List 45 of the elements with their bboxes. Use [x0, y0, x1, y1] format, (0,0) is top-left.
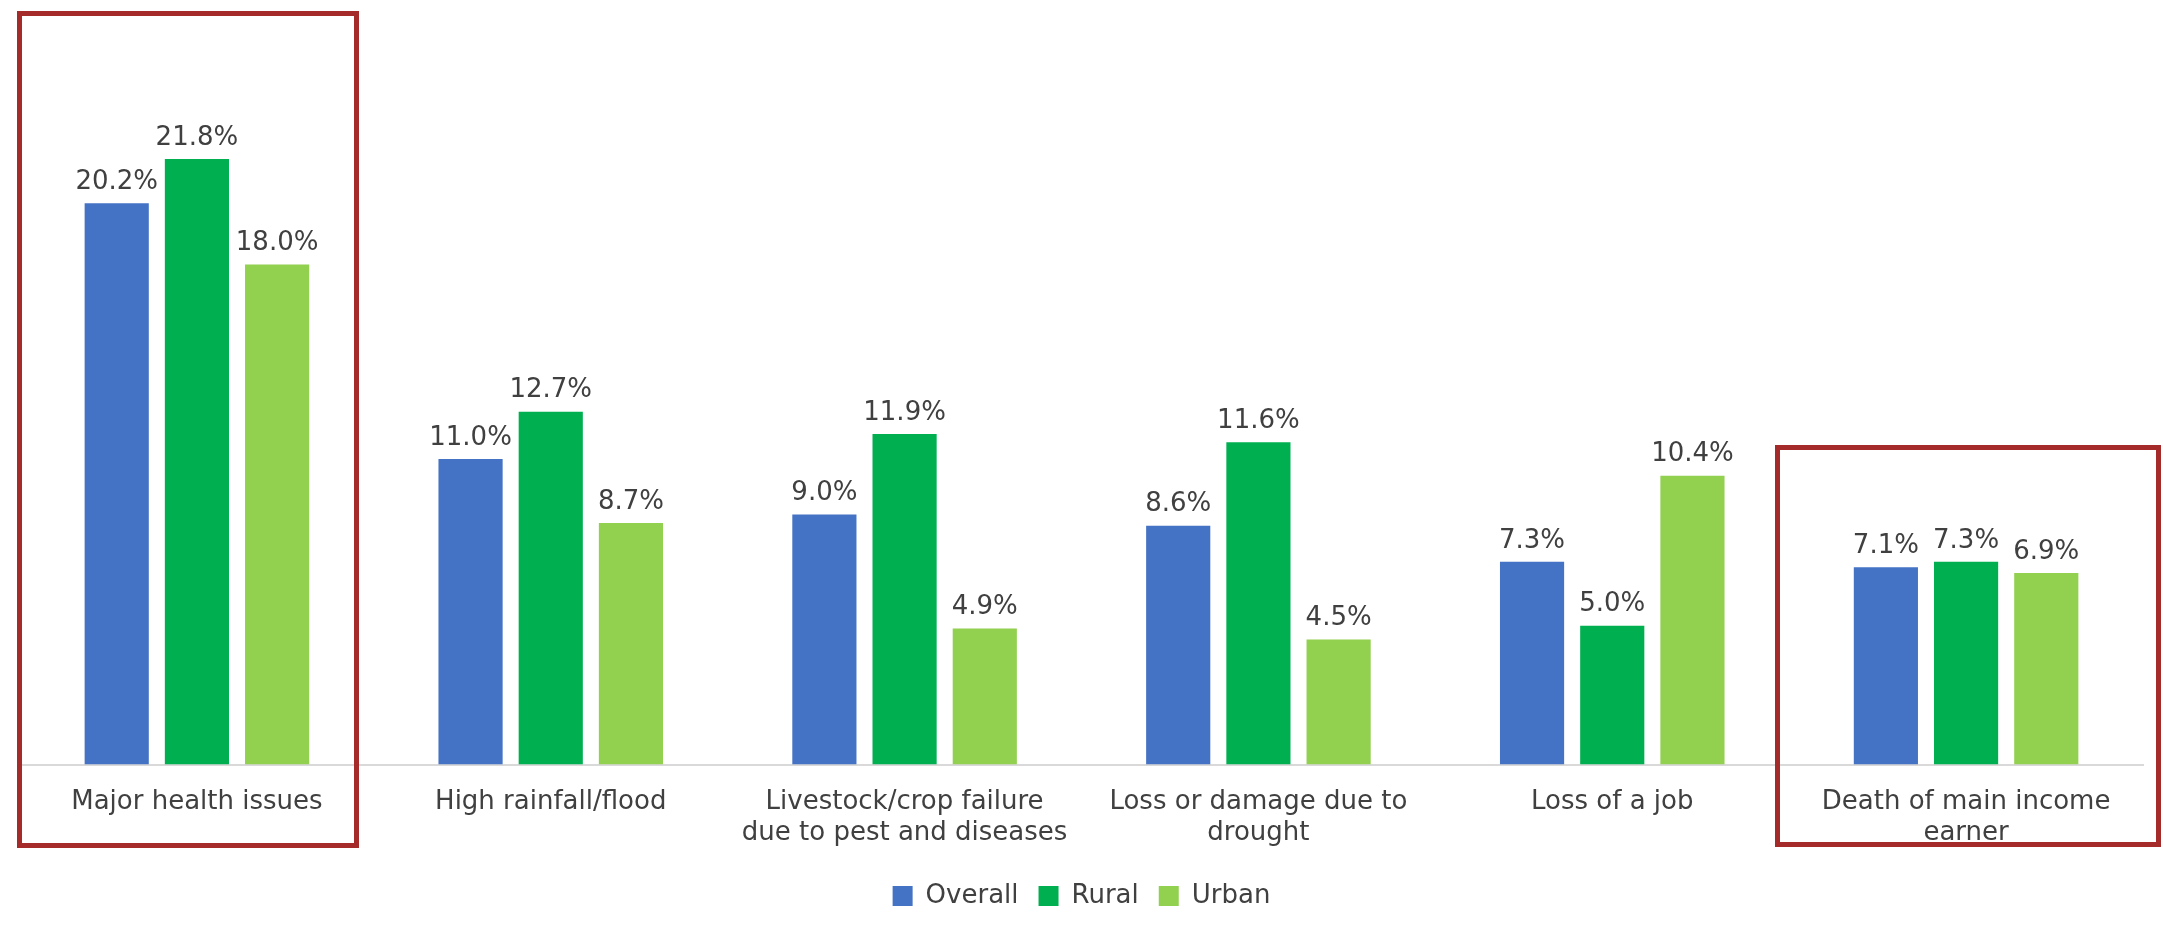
bar [245, 264, 310, 765]
bar [1306, 639, 1371, 765]
data-label: 12.7% [509, 373, 593, 404]
data-label: 18.0% [235, 226, 319, 257]
bar [518, 411, 583, 765]
bar [1146, 525, 1211, 765]
data-label: 10.4% [1651, 437, 1734, 468]
bar [1934, 561, 1999, 765]
data-label: 7.3% [1933, 523, 2000, 554]
data-label: 11.9% [863, 395, 946, 426]
bar [1580, 625, 1645, 765]
data-label: 20.2% [75, 165, 159, 196]
bar [952, 628, 1017, 765]
legend-label: Overall [925, 878, 1019, 909]
bar [1226, 442, 1291, 765]
data-label: 8.7% [597, 484, 664, 515]
bar [84, 203, 149, 765]
bar [1499, 561, 1565, 765]
data-label: 5.0% [1579, 587, 1646, 618]
data-label: 7.1% [1852, 529, 1919, 560]
data-label: 7.3% [1499, 523, 1566, 554]
legend-label: Rural [1071, 878, 1139, 909]
data-label: 6.9% [2013, 534, 2080, 565]
data-label: 8.6% [1145, 487, 1212, 518]
bar [2014, 572, 2079, 765]
bar [164, 158, 229, 765]
data-label: 11.0% [429, 420, 512, 451]
data-label: 4.9% [951, 590, 1018, 621]
x-tick-label: Livestock/crop failure due to pest and diseases [741, 784, 1068, 847]
bar [872, 433, 937, 765]
x-tick-label: Loss or damage due to drought [1109, 784, 1408, 847]
bar [438, 458, 503, 765]
legend-label: Urban [1191, 878, 1271, 909]
bar [598, 522, 664, 765]
data-label: 21.8% [155, 120, 239, 151]
bar [1660, 475, 1725, 765]
x-tick-label: High rainfall/flood [435, 784, 667, 815]
x-tick-label: Loss of a job [1531, 784, 1694, 815]
x-tick-label: Death of main income earner [1821, 784, 2111, 847]
data-label: 9.0% [791, 476, 858, 507]
data-label: 4.5% [1305, 601, 1372, 632]
data-label: 11.6% [1217, 404, 1300, 435]
bar [792, 514, 857, 765]
bar [1853, 567, 1918, 765]
x-tick-label: Major health issues [71, 784, 323, 815]
